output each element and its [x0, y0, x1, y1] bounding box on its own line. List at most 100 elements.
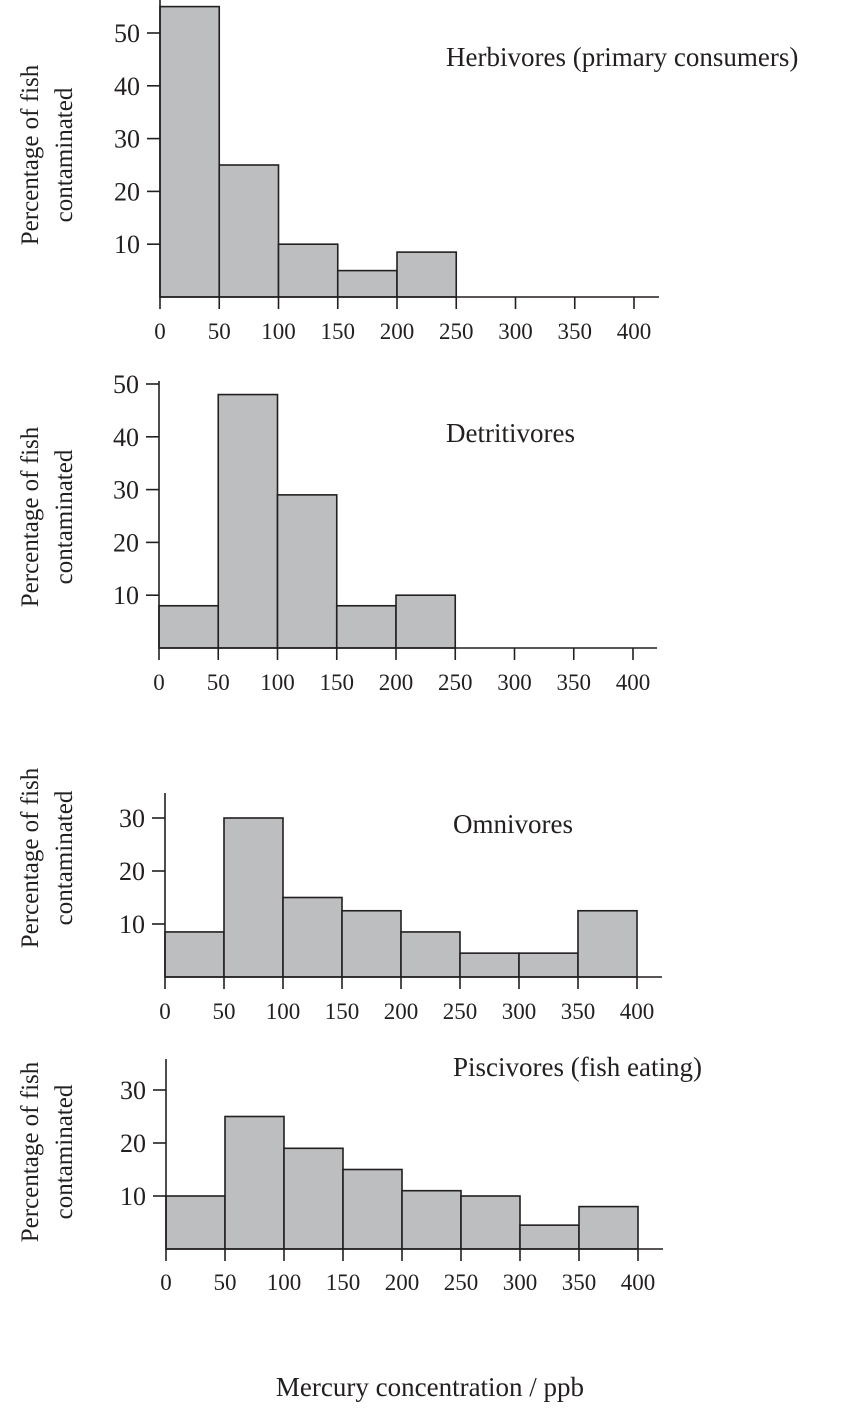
y-tick-label: 20 [120, 1129, 146, 1158]
histogram-bar [460, 1195, 521, 1250]
chart-panel: 0 50 100 150 200 250 300 350 400 10 20 30 40 50 Detrit… [17, 370, 657, 695]
x-tick-label: 150 [326, 1270, 361, 1295]
histogram-bar [459, 952, 520, 978]
y-axis-label-line: Percentage of fish [17, 1061, 44, 1242]
y-tick-label: 10 [113, 581, 139, 610]
histogram-bar [341, 909, 402, 978]
x-tick-label: 100 [267, 1270, 302, 1295]
x-tick-label: 350 [557, 670, 592, 695]
x-tick-label: 200 [385, 1270, 420, 1295]
histogram-bar [396, 251, 458, 298]
y-axis-label-line: contaminated [51, 87, 78, 222]
x-tick-label: 0 [154, 319, 166, 344]
histogram-bar [283, 1147, 344, 1250]
x-tick-label: 150 [321, 319, 356, 344]
histogram-bar [164, 931, 225, 978]
histogram-bar [519, 1224, 580, 1250]
y-tick-label: 10 [120, 1182, 146, 1211]
x-tick-label: 0 [160, 1270, 172, 1295]
chart-panel: 0 50 100 150 200 250 300 350 400 10 20 30 Piscivores… [17, 1052, 702, 1295]
y-tick-label: 30 [119, 804, 145, 833]
histogram-bar [217, 393, 279, 649]
y-tick-label: 10 [114, 230, 140, 259]
x-tick-label: 350 [558, 319, 593, 344]
y-axis-label-line: contaminated [51, 1084, 78, 1219]
y-tick-label: 20 [114, 177, 140, 206]
histogram-bar [400, 931, 461, 978]
histogram-bar [158, 604, 220, 649]
y-axis-label: Percentage of fish contaminated [17, 64, 78, 245]
histogram-bar [276, 494, 338, 649]
y-tick-label: 20 [113, 528, 139, 557]
x-tick-label: 250 [443, 999, 478, 1024]
x-tick-label: 250 [439, 319, 474, 344]
x-tick-label: 200 [379, 670, 414, 695]
histogram-bar [282, 896, 343, 978]
histogram-bar [395, 594, 457, 649]
histogram-bar [401, 1189, 462, 1250]
panel-title: Piscivores (fish eating) [453, 1052, 702, 1082]
x-tick-label: 0 [153, 670, 165, 695]
y-axis-label: Percentage of fish contaminated [17, 426, 78, 607]
y-axis-label: Percentage of fish contaminated [17, 767, 78, 948]
x-tick-label: 400 [617, 319, 652, 344]
x-tick-label: 100 [266, 999, 301, 1024]
x-tick-label: 400 [620, 999, 655, 1024]
x-tick-label: 300 [497, 670, 532, 695]
y-axis-label-line: contaminated [51, 790, 78, 925]
histogram-bar [277, 243, 339, 298]
x-tick-label: 300 [503, 1270, 538, 1295]
histogram-bar [335, 604, 397, 649]
x-tick-label: 50 [207, 670, 230, 695]
histogram-bar [224, 1115, 285, 1250]
y-axis-label-line: contaminated [51, 449, 78, 584]
y-tick-label: 40 [113, 423, 139, 452]
y-axis-label-line: Percentage of fish [17, 767, 44, 948]
y-tick-label: 50 [114, 19, 140, 48]
histogram-bar [336, 269, 398, 298]
x-tick-label: 400 [616, 670, 651, 695]
panel-title: Omnivores [453, 809, 573, 839]
y-tick-label: 40 [114, 72, 140, 101]
y-axis-label-line: Percentage of fish [17, 64, 44, 245]
x-tick-label: 0 [159, 999, 171, 1024]
histogram-bar [518, 952, 579, 978]
x-tick-label: 100 [260, 670, 295, 695]
x-tick-label: 250 [438, 670, 473, 695]
histogram-bar [165, 1195, 226, 1250]
x-tick-label: 250 [444, 1270, 479, 1295]
x-tick-label: 50 [208, 319, 231, 344]
y-axis-label-line: Percentage of fish [17, 426, 44, 607]
x-tick-label: 200 [380, 319, 415, 344]
x-tick-label: 350 [562, 1270, 597, 1295]
panel-title: Detritivores [446, 418, 575, 448]
y-tick-label: 30 [113, 476, 139, 505]
x-tick-label: 150 [320, 670, 355, 695]
x-tick-label: 300 [498, 319, 533, 344]
histogram-bar [577, 909, 638, 978]
y-tick-label: 30 [120, 1076, 146, 1105]
histogram-bar [223, 817, 284, 978]
histogram-bar [342, 1168, 403, 1250]
y-axis-label: Percentage of fish contaminated [17, 1061, 78, 1242]
chart-panel: 0 50 100 150 200 250 300 350 400 10 20 30 Omnivores P… [17, 767, 662, 1024]
histogram-bar [159, 5, 221, 298]
y-tick-label: 50 [113, 370, 139, 399]
y-tick-label: 20 [119, 857, 145, 886]
histogram-bar [218, 164, 280, 298]
x-tick-label: 50 [214, 1270, 237, 1295]
chart-panel: 0 50 100 150 200 250 300 350 400 10 20 30 40 50 Herbiv… [17, 0, 798, 344]
x-tick-label: 350 [561, 999, 596, 1024]
x-tick-label: 50 [213, 999, 236, 1024]
x-axis-label: Mercury concentration / ppb [276, 1372, 584, 1402]
x-tick-label: 150 [325, 999, 360, 1024]
histogram-bar [578, 1205, 639, 1250]
x-tick-label: 200 [384, 999, 419, 1024]
x-tick-label: 100 [261, 319, 296, 344]
panel-title: Herbivores (primary consumers) [446, 42, 798, 72]
x-tick-label: 400 [621, 1270, 656, 1295]
y-tick-label: 10 [119, 910, 145, 939]
x-tick-label: 300 [502, 999, 537, 1024]
y-tick-label: 30 [114, 125, 140, 154]
